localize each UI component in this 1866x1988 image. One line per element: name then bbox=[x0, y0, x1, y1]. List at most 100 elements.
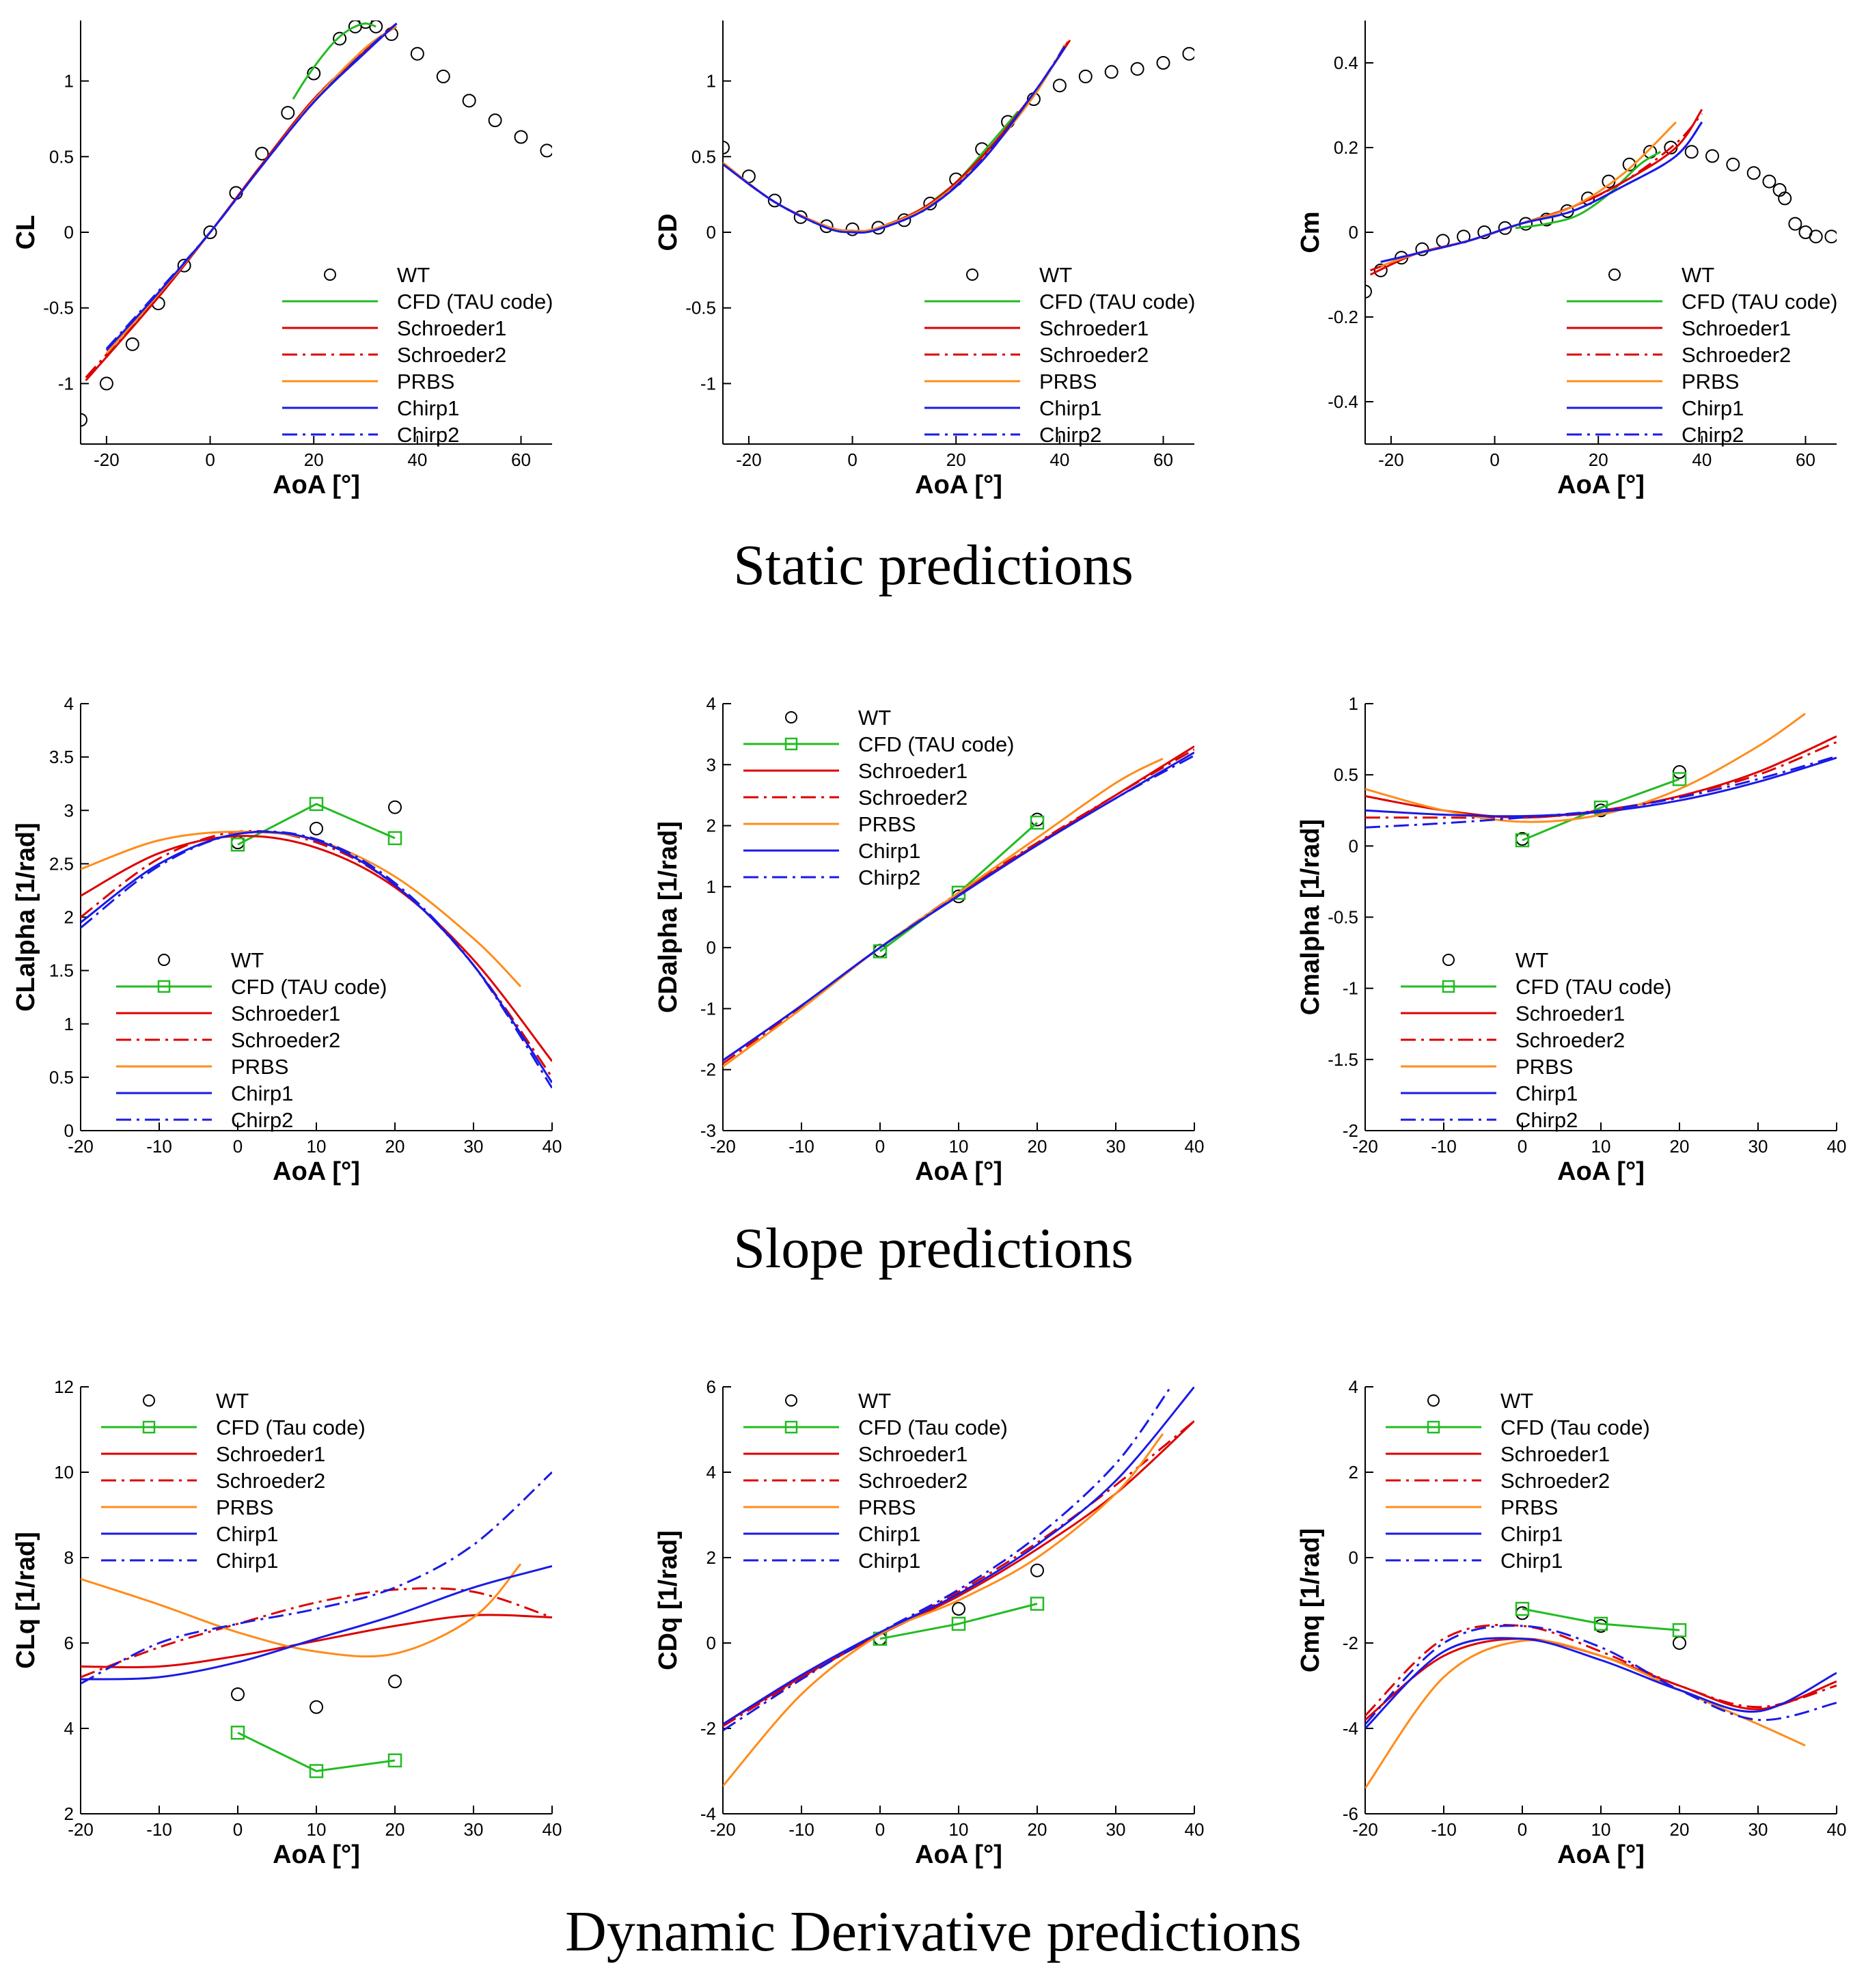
legend-label: Chirp1 bbox=[858, 1549, 920, 1573]
y-tick-label: -0.4 bbox=[1328, 391, 1358, 412]
series-wt-point bbox=[723, 141, 730, 154]
legend-label: CFD (Tau code) bbox=[1500, 1416, 1650, 1439]
series-wt-point bbox=[767, 193, 782, 208]
series-schroeder1-line bbox=[81, 835, 552, 1062]
y-axis-title: Cmq [1/rad] bbox=[1296, 1528, 1325, 1672]
legend-label: Schroeder2 bbox=[1500, 1469, 1610, 1493]
y-tick-label: 2 bbox=[1349, 1462, 1358, 1482]
x-axis-title: AoA [°] bbox=[915, 1157, 1002, 1186]
series-cfd-tau-code-point bbox=[1672, 772, 1687, 786]
legend: WT CFD (Tau code) Schroeder1 Schroeder2PRBS… bbox=[1386, 1389, 1650, 1573]
chart-Cm: -20 0 20 40 60 -0.4 -0.2 0 0.2 0.4 AoA [°] Cm WT CFD … bbox=[1296, 20, 1838, 499]
x-tick-label: 20 bbox=[385, 1136, 405, 1157]
x-tick-label: 20 bbox=[1028, 1819, 1047, 1840]
y-axis-title: CDalpha [1/rad] bbox=[654, 821, 683, 1013]
y-tick-label: 4 bbox=[64, 693, 74, 714]
y-tick-label: -4 bbox=[700, 1804, 716, 1824]
legend-label: WT bbox=[1039, 263, 1072, 287]
series-chirp1-line bbox=[81, 1565, 552, 1681]
legend-marker-wt bbox=[966, 268, 978, 281]
series-chirp2-line bbox=[723, 754, 1194, 1062]
legend-label: PRBS bbox=[1500, 1495, 1558, 1519]
x-axis-title: AoA [°] bbox=[273, 1840, 360, 1869]
x-tick-label: -20 bbox=[710, 1819, 736, 1840]
legend-marker-cfd-tau-code bbox=[1427, 1420, 1440, 1434]
series-chirp2-line bbox=[1365, 755, 1837, 829]
x-tick-label: -20 bbox=[1352, 1819, 1378, 1840]
x-tick-label: 40 bbox=[1827, 1819, 1847, 1840]
series-chirp2-line bbox=[723, 45, 1066, 234]
chart-CD: -20 0 20 40 60 -1 -0.5 0 0.5 1 AoA [°] CD WT CFD (TAU… bbox=[654, 20, 1196, 499]
x-tick-label: 30 bbox=[1106, 1819, 1126, 1840]
legend-marker-cfd-tau-code bbox=[784, 737, 798, 751]
y-tick-label: 0 bbox=[64, 222, 74, 243]
series-wt-point bbox=[231, 1687, 245, 1701]
x-axis-title: AoA [°] bbox=[915, 1840, 1002, 1869]
legend-marker-wt bbox=[1608, 268, 1621, 281]
x-tick-label: -20 bbox=[68, 1819, 94, 1840]
x-tick-label: -20 bbox=[736, 450, 762, 470]
legend-marker-wt bbox=[785, 1394, 797, 1407]
series-wt-point bbox=[1746, 166, 1761, 180]
series-wt-point bbox=[1052, 79, 1067, 93]
y-tick-label: 0 bbox=[706, 222, 716, 243]
series-wt-point bbox=[310, 1700, 323, 1714]
y-axis-title: CDq [1/rad] bbox=[654, 1530, 683, 1670]
legend-label: PRBS bbox=[1515, 1055, 1573, 1079]
series-cfd-tau-code-point bbox=[309, 1764, 324, 1778]
y-tick-label: -0.5 bbox=[43, 298, 74, 318]
x-tick-label: 10 bbox=[1591, 1819, 1611, 1840]
legend-label: WT bbox=[1515, 948, 1548, 972]
series-schroeder2-line bbox=[1365, 1624, 1837, 1717]
y-tick-label: 2.5 bbox=[49, 853, 74, 874]
x-tick-label: -20 bbox=[1352, 1136, 1378, 1157]
y-tick-label: 0.5 bbox=[49, 146, 74, 167]
x-tick-label: -20 bbox=[1378, 450, 1404, 470]
y-tick-label: 6 bbox=[706, 1377, 716, 1397]
legend-label: Chirp1 bbox=[231, 1081, 293, 1105]
legend-label: PRBS bbox=[858, 812, 916, 836]
x-tick-label: 60 bbox=[511, 450, 531, 470]
series-cfd-tau-code-line bbox=[1522, 777, 1680, 842]
legend-label: Schroeder2 bbox=[1039, 343, 1149, 367]
legend-label: CFD (Tau code) bbox=[216, 1416, 366, 1439]
legend-label: Chirp1 bbox=[858, 1522, 920, 1546]
legend-label: Schroeder1 bbox=[397, 316, 506, 340]
legend-marker-wt bbox=[158, 954, 170, 966]
legend-label: WT bbox=[858, 706, 891, 730]
series-wt-point bbox=[436, 69, 450, 83]
legend-label: Chirp1 bbox=[1500, 1522, 1563, 1546]
legend-label: Schroeder2 bbox=[858, 1469, 968, 1493]
plot-area bbox=[723, 38, 1194, 236]
plot-area bbox=[81, 797, 552, 1089]
x-tick-label: -20 bbox=[710, 1136, 736, 1157]
series-wt-point bbox=[255, 146, 269, 161]
y-tick-label: -1 bbox=[58, 373, 74, 394]
legend-label: PRBS bbox=[858, 1495, 916, 1519]
x-tick-label: 20 bbox=[1028, 1136, 1047, 1157]
series-wt-point bbox=[462, 94, 476, 108]
y-tick-label: 0 bbox=[64, 1120, 74, 1141]
x-tick-label: -10 bbox=[1431, 1136, 1457, 1157]
y-tick-label: -2 bbox=[1343, 1120, 1358, 1141]
series-wt-point bbox=[1705, 149, 1720, 163]
series-cfd-tau-code-point bbox=[1593, 1616, 1608, 1631]
y-axis-title: CLq [1/rad] bbox=[12, 1532, 40, 1669]
y-tick-label: -2 bbox=[1343, 1633, 1358, 1653]
series-wt-point bbox=[1104, 65, 1119, 79]
series-wt-point bbox=[310, 821, 323, 836]
series-wt-point bbox=[81, 413, 87, 427]
legend-label: Chirp1 bbox=[216, 1549, 278, 1573]
series-cfd-tau-code-point bbox=[1672, 1623, 1687, 1638]
y-tick-label: 2 bbox=[64, 1804, 74, 1824]
plot-area bbox=[1365, 1601, 1837, 1789]
series-wt-point bbox=[369, 20, 383, 33]
legend-marker-cfd-tau-code bbox=[157, 980, 171, 993]
series-wt-point bbox=[540, 143, 552, 158]
x-tick-label: 40 bbox=[1185, 1819, 1205, 1840]
y-tick-label: -6 bbox=[1343, 1804, 1358, 1824]
legend-label: Schroeder2 bbox=[397, 343, 506, 367]
plot-area bbox=[723, 745, 1194, 1068]
legend-marker-cfd-tau-code bbox=[784, 1420, 798, 1434]
